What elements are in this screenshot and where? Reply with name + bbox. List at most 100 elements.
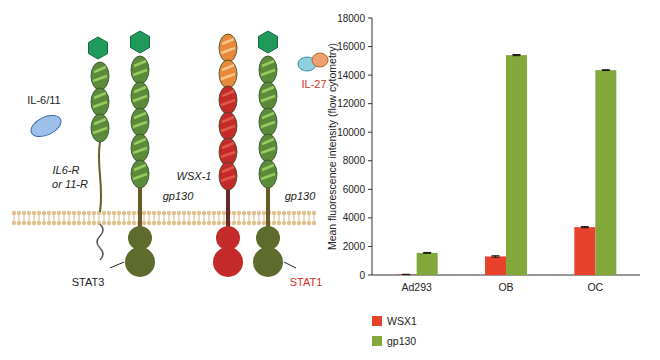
lipid-head <box>117 211 121 215</box>
lipid-head <box>177 221 181 225</box>
domain <box>131 56 149 84</box>
lipid-head <box>287 221 291 225</box>
domain-stripe <box>222 39 234 44</box>
error-cap <box>602 70 610 71</box>
category-label: Ad293 <box>401 281 432 293</box>
domain <box>91 88 109 116</box>
tick-label: 14000 <box>337 70 365 81</box>
error-cap <box>513 54 521 55</box>
lipid-head <box>17 211 21 215</box>
error-bar <box>602 69 610 71</box>
intracellular-tail <box>97 224 103 260</box>
error-bar <box>402 274 410 275</box>
tick-label: 8000 <box>343 155 366 166</box>
domain-stripe <box>94 67 106 72</box>
domain-stripe <box>222 143 234 148</box>
tick <box>368 46 372 47</box>
domain-stripe <box>134 165 146 170</box>
tick-label: 12000 <box>337 98 365 109</box>
domain-stripe <box>133 70 147 75</box>
lipid-head <box>112 211 116 215</box>
tick-label: 6000 <box>343 184 366 195</box>
lipid-head <box>262 221 266 225</box>
lipid-head <box>147 211 151 215</box>
legend-label: WSX1 <box>387 315 417 327</box>
lipid-head <box>92 211 96 215</box>
legend-swatch <box>372 316 382 326</box>
lipid-head <box>247 221 251 225</box>
receptor-label: or 11-R <box>52 178 88 190</box>
lipid-head <box>142 221 146 225</box>
lipid-head <box>102 211 106 215</box>
tick <box>368 75 372 76</box>
lipid-head <box>277 221 281 225</box>
lipid-head <box>37 211 41 215</box>
lipid-head <box>22 211 26 215</box>
lipid-head <box>157 211 161 215</box>
error-cap <box>513 55 521 56</box>
domain-stripe <box>261 174 275 179</box>
lipid-head <box>42 211 46 215</box>
intracellular-domain <box>253 247 283 277</box>
lipid-head <box>237 211 241 215</box>
stalk <box>226 190 230 228</box>
legend-label: gp130 <box>387 335 416 347</box>
domain-stripe <box>94 93 106 98</box>
lipid-head <box>22 221 26 225</box>
lipid-head <box>182 221 186 225</box>
error-bar <box>513 55 521 56</box>
error-cap <box>492 255 500 256</box>
signal-label: STAT1 <box>290 276 323 288</box>
stalk <box>266 188 270 228</box>
lipid-head <box>107 221 111 225</box>
il27-complex: WSX-1gp130IL-27STAT1 <box>177 31 328 288</box>
domain <box>219 86 237 114</box>
arrow <box>284 262 296 268</box>
tick <box>368 246 372 247</box>
lipid-head <box>57 211 61 215</box>
tick-label: 18000 <box>337 13 365 24</box>
lipid-head <box>302 211 306 215</box>
domain <box>91 114 109 142</box>
error-cap <box>581 226 589 227</box>
lipid-head <box>172 221 176 225</box>
signal-label: STAT3 <box>72 276 105 288</box>
lipid-head <box>107 211 111 215</box>
lipid-head <box>312 211 316 215</box>
lipid-head <box>292 211 296 215</box>
lipid-head <box>17 221 21 225</box>
receptor-label: gp130 <box>285 190 316 202</box>
domain-stripe <box>133 174 147 179</box>
domain-stripe <box>262 139 274 144</box>
error-cap <box>581 227 589 228</box>
domain-stripe <box>262 165 274 170</box>
lipid-head <box>272 221 276 225</box>
domain <box>131 108 149 136</box>
lipid-head <box>142 211 146 215</box>
domain-stripe <box>261 96 275 101</box>
bar <box>417 253 438 275</box>
lipid-head <box>62 211 66 215</box>
lipid-head <box>127 211 131 215</box>
lipid-head <box>157 221 161 225</box>
domain <box>259 160 277 188</box>
lipid-head <box>47 211 51 215</box>
lipid-head <box>232 221 236 225</box>
domain-stripe <box>221 48 235 53</box>
lipid-head <box>257 211 261 215</box>
receptor-diagram: IL-6/11IL6-Ror 11-Rgp130STAT3WSX-1gp130I… <box>12 31 328 288</box>
lipid-head <box>297 221 301 225</box>
lipid-head <box>257 221 261 225</box>
bar <box>485 256 506 275</box>
domain-stripe <box>221 100 235 105</box>
lipid-head <box>42 221 46 225</box>
lipid-head <box>82 211 86 215</box>
receptor-label: gp130 <box>163 190 194 202</box>
domain <box>131 160 149 188</box>
domain <box>131 82 149 110</box>
lipid-head <box>217 221 221 225</box>
lipid-head <box>172 211 176 215</box>
lipid-head <box>217 211 221 215</box>
lipid-head <box>207 221 211 225</box>
lipid-head <box>92 221 96 225</box>
